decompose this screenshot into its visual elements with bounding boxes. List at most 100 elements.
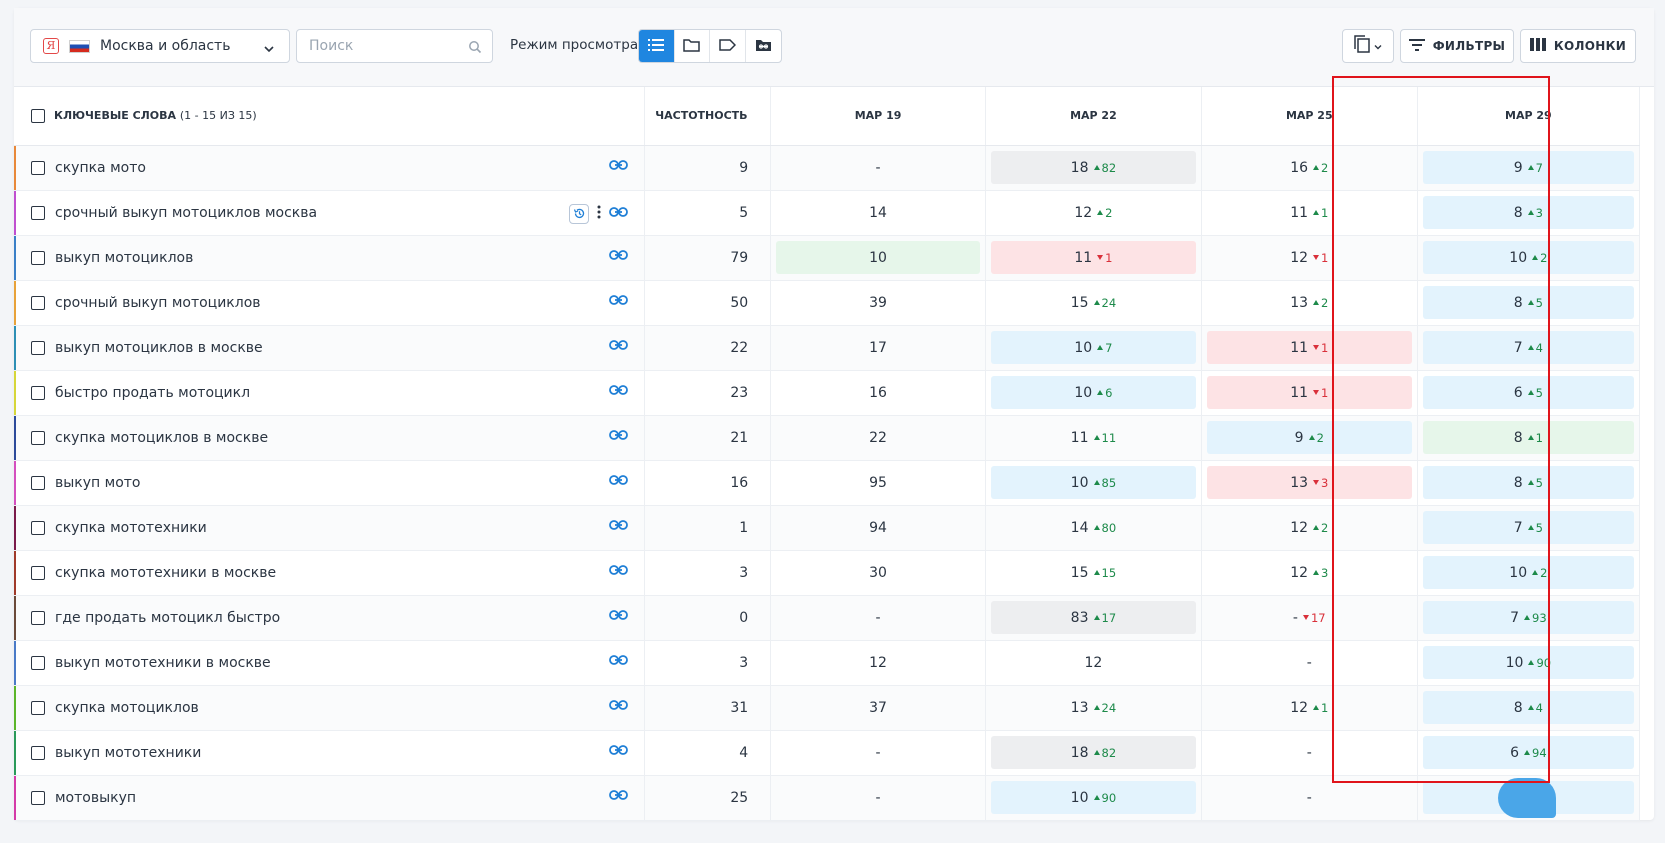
link-icon[interactable]: [609, 519, 629, 535]
position-cell[interactable]: 16 2: [1201, 145, 1418, 191]
position-cell[interactable]: 10 2: [1417, 235, 1641, 281]
table-row[interactable]: выкуп мототехники в москве 3 12 12 - 10 90: [14, 640, 1641, 686]
row-checkbox[interactable]: [31, 655, 45, 670]
position-cell[interactable]: 12: [985, 640, 1202, 686]
date-column-header[interactable]: МАР 19: [770, 87, 986, 146]
position-cell[interactable]: 10 7: [985, 325, 1202, 371]
row-checkbox[interactable]: [31, 160, 45, 175]
table-row[interactable]: скупка мотоциклов 31 37 13 24 12 1 8 4: [14, 685, 1641, 731]
link-icon[interactable]: [609, 789, 629, 805]
position-cell[interactable]: 6 94: [1417, 730, 1641, 776]
position-cell[interactable]: 13 3: [1201, 460, 1418, 506]
date-column-header[interactable]: МАР 22: [985, 87, 1202, 146]
table-row[interactable]: где продать мотоцикл быстро 0-83 17-17 7 93: [14, 595, 1641, 641]
position-cell[interactable]: 7 93: [1417, 595, 1641, 641]
position-cell[interactable]: 15 15: [985, 550, 1202, 596]
position-cell[interactable]: 13 24: [985, 685, 1202, 731]
columns-button[interactable]: КОЛОНКИ: [1520, 29, 1636, 63]
row-checkbox[interactable]: [31, 700, 45, 715]
position-cell[interactable]: 12 1: [1201, 235, 1418, 281]
row-checkbox[interactable]: [31, 610, 45, 625]
copy-menu-button[interactable]: [1342, 29, 1394, 63]
row-checkbox[interactable]: [31, 565, 45, 580]
table-row[interactable]: скупка мото 9-18 82 16 2 9 7: [14, 145, 1641, 191]
position-cell[interactable]: 18 82: [985, 145, 1202, 191]
history-icon[interactable]: [569, 203, 590, 224]
table-row[interactable]: выкуп мото 16 95 10 85 13 3 8 5: [14, 460, 1641, 506]
row-checkbox[interactable]: [31, 205, 45, 220]
position-cell[interactable]: 10 2: [1417, 550, 1641, 596]
row-checkbox[interactable]: [31, 385, 45, 400]
position-cell[interactable]: 22: [770, 415, 986, 461]
position-cell[interactable]: -17: [1201, 595, 1418, 641]
region-select[interactable]: Я Москва и область: [30, 29, 290, 63]
position-cell[interactable]: 16: [770, 370, 986, 416]
link-icon[interactable]: [609, 384, 629, 400]
position-cell[interactable]: 12 1: [1201, 685, 1418, 731]
position-cell[interactable]: -: [770, 730, 986, 776]
position-cell[interactable]: 14: [770, 190, 986, 236]
position-cell[interactable]: 17: [770, 325, 986, 371]
row-checkbox[interactable]: [31, 520, 45, 535]
link-icon[interactable]: [609, 564, 629, 580]
link-icon[interactable]: [609, 609, 629, 625]
position-cell[interactable]: -: [770, 775, 986, 821]
date-column-header[interactable]: МАР 29: [1417, 87, 1641, 146]
position-cell[interactable]: 94: [770, 505, 986, 551]
row-checkbox[interactable]: [31, 790, 45, 805]
position-cell[interactable]: -: [770, 595, 986, 641]
link-icon[interactable]: [609, 699, 629, 715]
link-icon[interactable]: [609, 654, 629, 670]
position-cell[interactable]: 10 6: [985, 370, 1202, 416]
position-cell[interactable]: -: [1201, 730, 1418, 776]
link-icon[interactable]: [609, 429, 629, 445]
row-checkbox[interactable]: [31, 430, 45, 445]
more-vertical-icon[interactable]: [597, 205, 601, 223]
table-row[interactable]: срочный выкуп мотоциклов москва 5 14 12 2 11 1…: [14, 190, 1641, 236]
table-row[interactable]: выкуп мотоциклов в москве 22 17 10 7 11 1 7 4: [14, 325, 1641, 371]
position-cell[interactable]: 10 90: [985, 775, 1202, 821]
position-cell[interactable]: -: [770, 145, 986, 191]
position-cell[interactable]: 11 1: [985, 235, 1202, 281]
link-icon[interactable]: [609, 206, 629, 222]
position-cell[interactable]: 37: [770, 685, 986, 731]
position-cell[interactable]: -: [1201, 775, 1418, 821]
table-row[interactable]: выкуп мотоциклов 79 10 11 1 12 1 10 2: [14, 235, 1641, 281]
link-icon[interactable]: [609, 159, 629, 175]
position-cell[interactable]: 12 2: [985, 190, 1202, 236]
row-checkbox[interactable]: [31, 295, 45, 310]
position-cell[interactable]: 10 85: [985, 460, 1202, 506]
select-all-checkbox[interactable]: [31, 108, 45, 123]
link-icon[interactable]: [609, 744, 629, 760]
link-icon[interactable]: [609, 294, 629, 310]
position-cell[interactable]: 95: [770, 460, 986, 506]
table-row[interactable]: быстро продать мотоцикл 23 16 10 6 11 1 6 5: [14, 370, 1641, 416]
position-cell[interactable]: 13 2: [1201, 280, 1418, 326]
frequency-column-header[interactable]: ЧАСТОТНОСТЬ: [644, 87, 772, 146]
position-cell[interactable]: 11 1: [1201, 370, 1418, 416]
table-row[interactable]: срочный выкуп мотоциклов 50 39 15 24 13 2 8 5: [14, 280, 1641, 326]
row-checkbox[interactable]: [31, 745, 45, 760]
view-mode-tags[interactable]: [710, 30, 746, 62]
position-cell[interactable]: 11 1: [1201, 190, 1418, 236]
position-cell[interactable]: 10 90: [1417, 640, 1641, 686]
date-column-header[interactable]: МАР 25: [1201, 87, 1418, 146]
table-row[interactable]: скупка мототехники в москве 3 30 15 15 12 3 10 2: [14, 550, 1641, 596]
position-cell[interactable]: 12 2: [1201, 505, 1418, 551]
position-cell[interactable]: 11 1: [1201, 325, 1418, 371]
table-row[interactable]: скупка мототехники 1 94 14 80 12 2 7 5: [14, 505, 1641, 551]
view-mode-groups[interactable]: [746, 30, 781, 62]
table-row[interactable]: скупка мотоциклов в москве 21 22 11 11 9 2 8 1: [14, 415, 1641, 461]
filters-button[interactable]: ФИЛЬТРЫ: [1400, 29, 1514, 63]
position-cell[interactable]: -: [1201, 640, 1418, 686]
row-checkbox[interactable]: [31, 340, 45, 355]
position-cell[interactable]: 15 24: [985, 280, 1202, 326]
link-icon[interactable]: [609, 474, 629, 490]
